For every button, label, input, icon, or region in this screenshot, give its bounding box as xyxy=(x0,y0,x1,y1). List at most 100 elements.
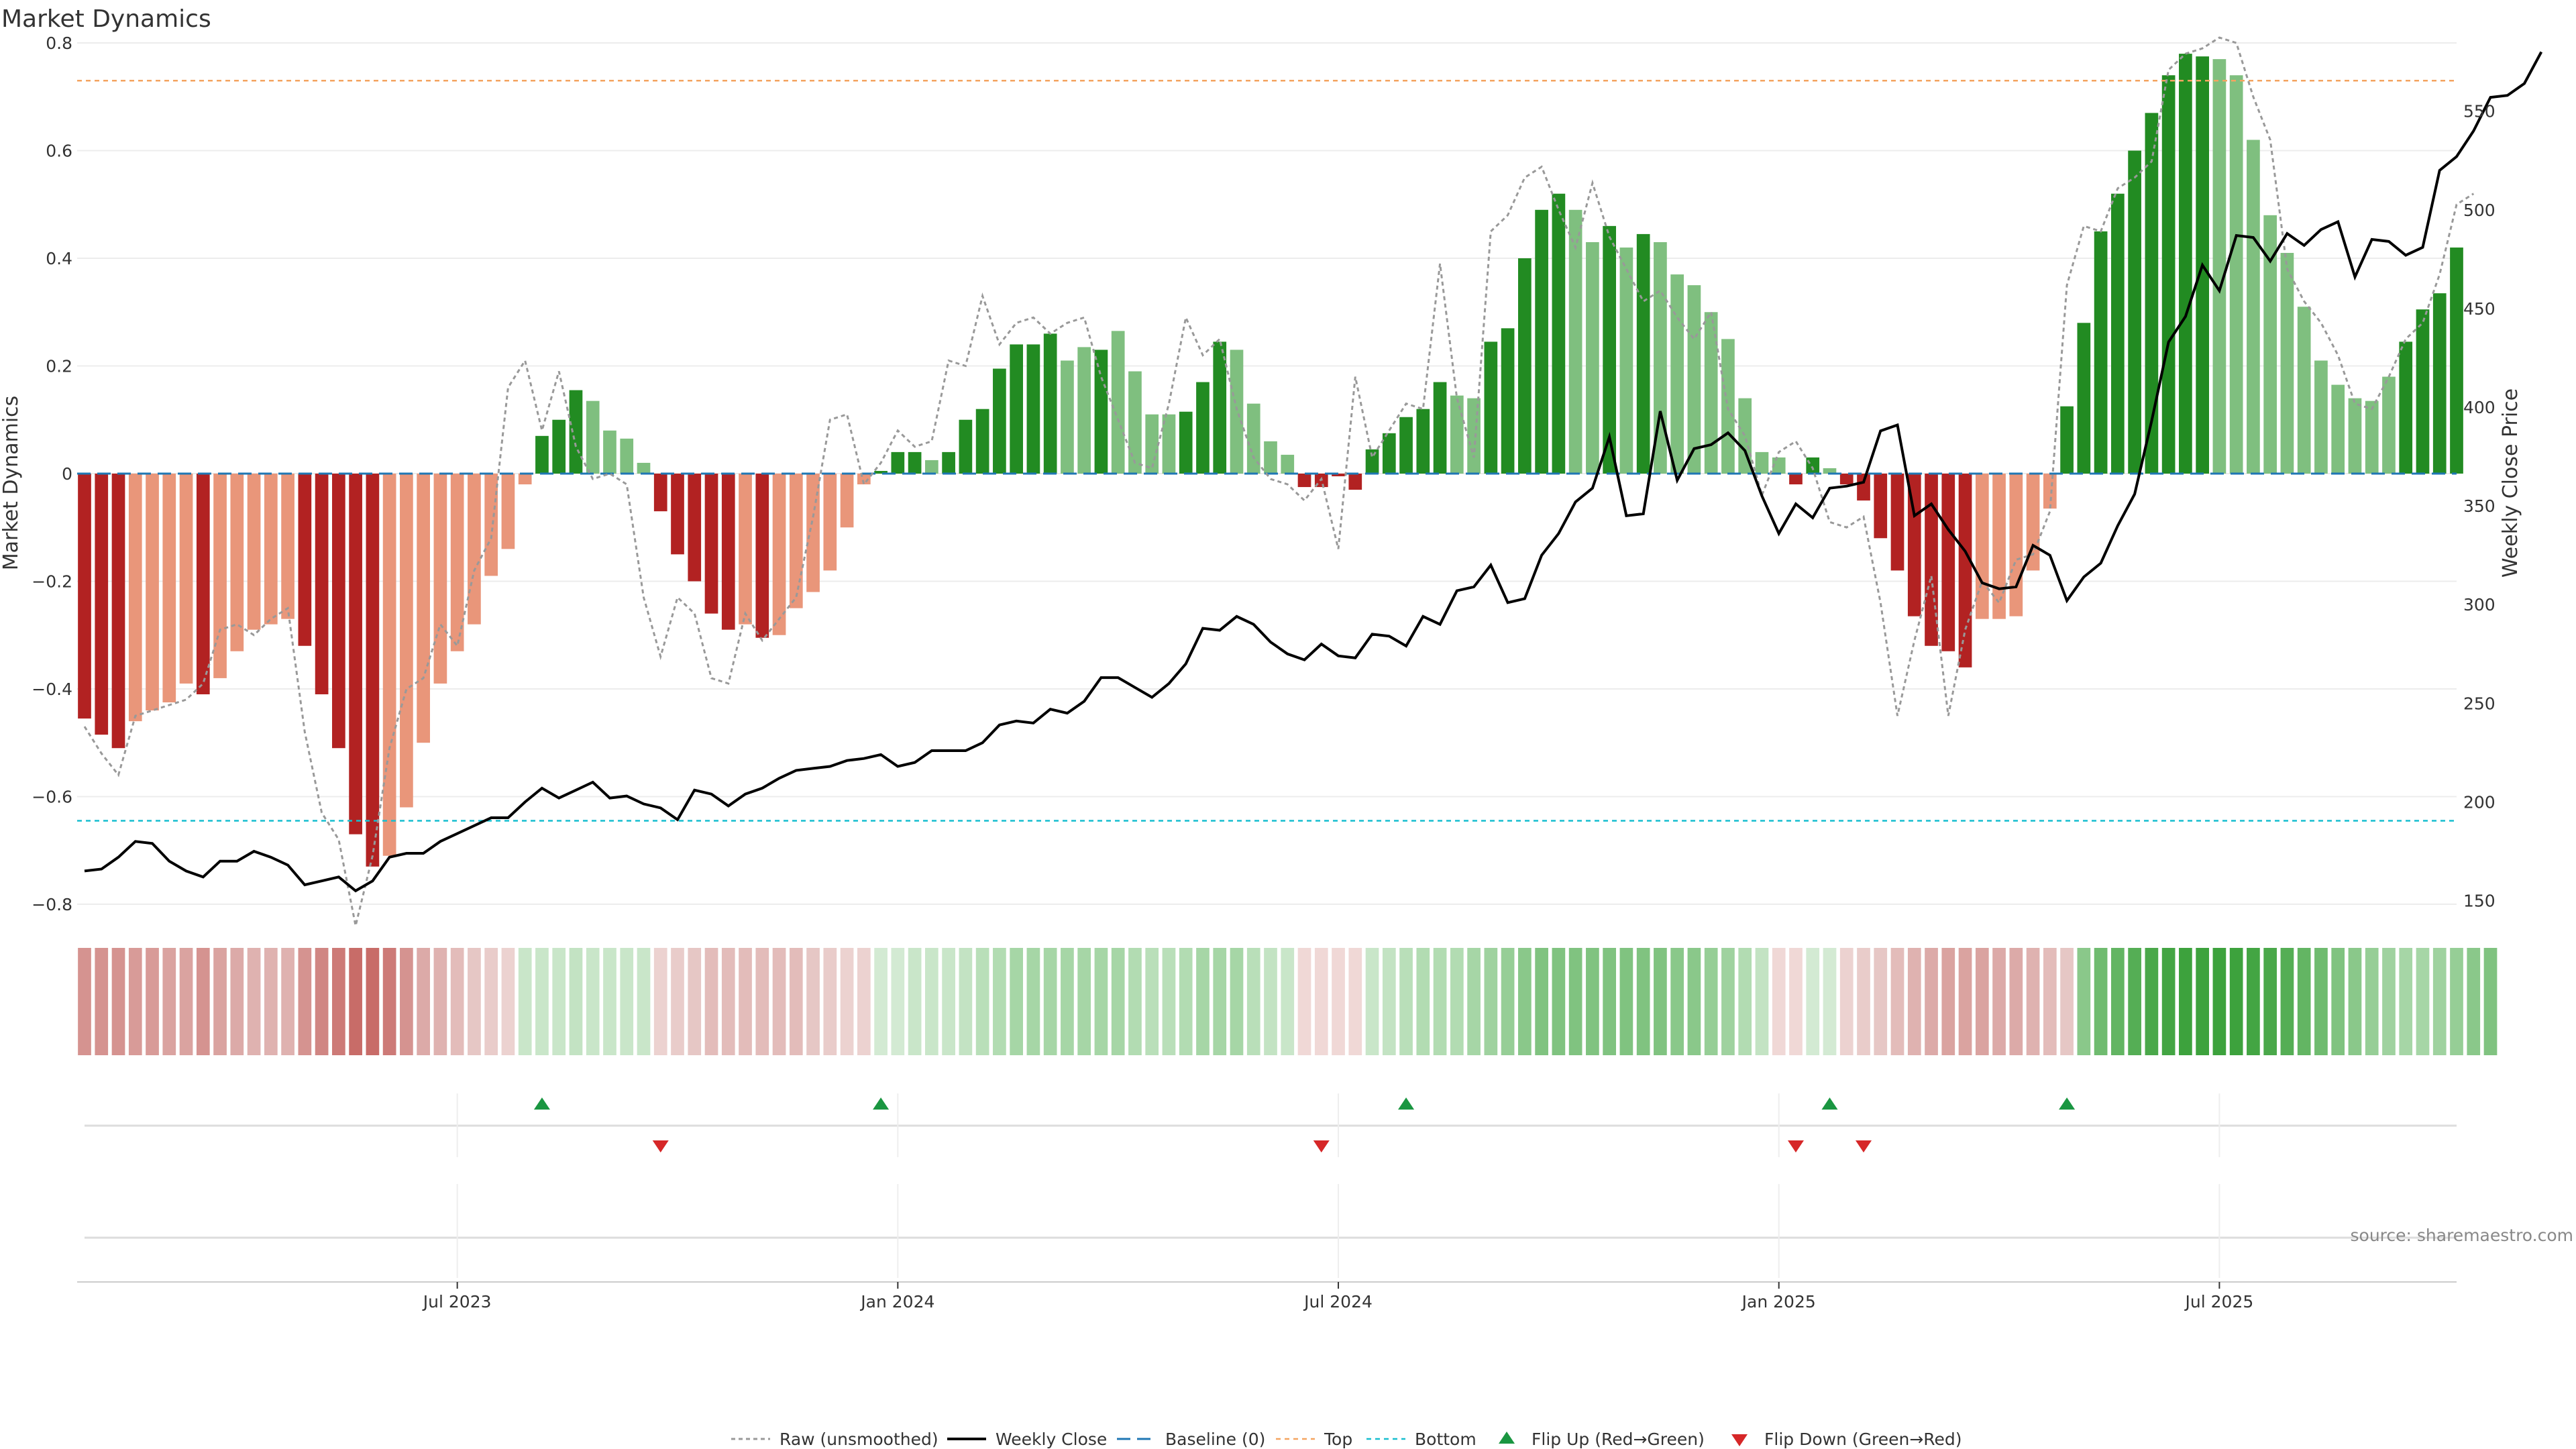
bar xyxy=(2365,400,2379,474)
bar xyxy=(484,473,498,576)
strip-cell xyxy=(993,948,1006,1055)
legend-label-flipup: Flip Up (Red→Green) xyxy=(1532,1430,1705,1449)
strip-cell xyxy=(1654,948,1667,1055)
bar xyxy=(366,473,380,867)
strip-cell xyxy=(146,948,159,1055)
bar xyxy=(433,473,447,684)
strip-cell xyxy=(806,948,820,1055)
strip-cell xyxy=(1839,948,1854,1055)
strip-cell xyxy=(1297,948,1311,1055)
strip-cell xyxy=(2009,948,2023,1055)
strip-cell xyxy=(230,948,244,1055)
bar xyxy=(128,473,142,722)
line-series xyxy=(77,36,2543,926)
left-tick-label: 0.2 xyxy=(46,357,72,376)
strip-cell xyxy=(2229,948,2243,1055)
strip-cell xyxy=(2145,948,2159,1055)
strip-cell xyxy=(1382,948,1396,1055)
right-tick-label: 300 xyxy=(2463,595,2496,614)
strip-cell xyxy=(2467,948,2481,1055)
bar xyxy=(1603,225,1616,474)
bar xyxy=(2179,54,2192,474)
strip-cell xyxy=(688,948,702,1055)
strip-cell xyxy=(1162,948,1176,1055)
bar xyxy=(1111,331,1125,474)
bar xyxy=(2280,252,2294,474)
strip-cell xyxy=(942,948,955,1055)
right-tick-label: 500 xyxy=(2463,201,2496,220)
strip-cell xyxy=(2382,948,2396,1055)
strip-cell xyxy=(925,948,938,1055)
bar xyxy=(1094,350,1108,474)
flip-up-marker xyxy=(1821,1097,1838,1110)
bar xyxy=(1281,454,1295,474)
flip-down-marker xyxy=(1856,1140,1872,1152)
strip-cell xyxy=(1094,948,1108,1055)
bar-series xyxy=(78,54,2463,867)
legend: Raw (unsmoothed) Weekly Close Baseline (0)… xyxy=(731,1430,1962,1449)
bar xyxy=(1619,247,1633,474)
strip-cell xyxy=(586,948,600,1055)
strip-cell xyxy=(2111,948,2125,1055)
bar xyxy=(874,470,888,474)
strip-cell xyxy=(2128,948,2141,1055)
strip-cell xyxy=(1467,948,1481,1055)
bar xyxy=(1925,473,1938,646)
legend-label-baseline: Baseline (0) xyxy=(1165,1430,1265,1449)
strip-cell xyxy=(2314,948,2328,1055)
bar xyxy=(1501,328,1515,474)
flip-up-marker xyxy=(873,1097,890,1110)
weekly-close-line xyxy=(84,51,2543,893)
bar xyxy=(1365,449,1379,474)
bar xyxy=(1450,395,1464,474)
bar xyxy=(1874,473,1888,539)
strip-cell xyxy=(1925,948,1938,1055)
bar xyxy=(755,473,769,638)
right-tick-label: 550 xyxy=(2463,102,2496,121)
bar xyxy=(1264,441,1277,474)
strip-cell xyxy=(450,948,464,1055)
bar xyxy=(1518,258,1532,474)
bar xyxy=(332,473,345,749)
strip-cell xyxy=(501,948,515,1055)
bar xyxy=(2432,293,2447,474)
bar xyxy=(382,473,396,856)
strip-cell xyxy=(1281,948,1295,1055)
bar xyxy=(1433,382,1447,474)
strip-cell xyxy=(704,948,718,1055)
bar xyxy=(739,473,752,625)
strip-cell xyxy=(1619,948,1633,1055)
strip-cell xyxy=(2450,948,2463,1055)
strip-cell xyxy=(1941,948,1955,1055)
bar xyxy=(993,368,1006,474)
bar xyxy=(1162,414,1176,474)
bar xyxy=(1670,274,1684,474)
legend-label-flipdown: Flip Down (Green→Red) xyxy=(1764,1430,1962,1449)
bar xyxy=(1077,347,1091,474)
bar xyxy=(1061,360,1074,474)
bar xyxy=(1890,473,1904,571)
strip-cell xyxy=(2060,948,2074,1055)
x-tick-label: Jul 2025 xyxy=(2184,1292,2254,1311)
strip-cell xyxy=(400,948,413,1055)
bar xyxy=(959,419,973,474)
strip-cell xyxy=(2247,948,2260,1055)
bar xyxy=(1043,333,1057,474)
bar xyxy=(1958,473,1972,667)
y-axis-label-left: Market Dynamics xyxy=(0,396,23,571)
regime-strip xyxy=(78,948,2498,1055)
source-note: source: sharemaestro.com xyxy=(2351,1226,2574,1245)
strip-cell xyxy=(264,948,278,1055)
strip-cell xyxy=(1568,948,1582,1055)
axes: 0.8 0.6 0.4 0.2 0 −0.2 −0.4 −0.6 −0.8 550 500 450 40… xyxy=(32,34,2495,914)
bar xyxy=(213,473,227,678)
bar xyxy=(1297,473,1311,488)
strip-cell xyxy=(2348,948,2362,1055)
left-tick-label: −0.2 xyxy=(32,572,72,591)
bar xyxy=(1721,339,1735,474)
bar xyxy=(315,473,329,694)
bar xyxy=(78,473,91,719)
bar xyxy=(1230,350,1244,474)
strip-cell xyxy=(1907,948,1921,1055)
bar xyxy=(1975,473,1989,619)
